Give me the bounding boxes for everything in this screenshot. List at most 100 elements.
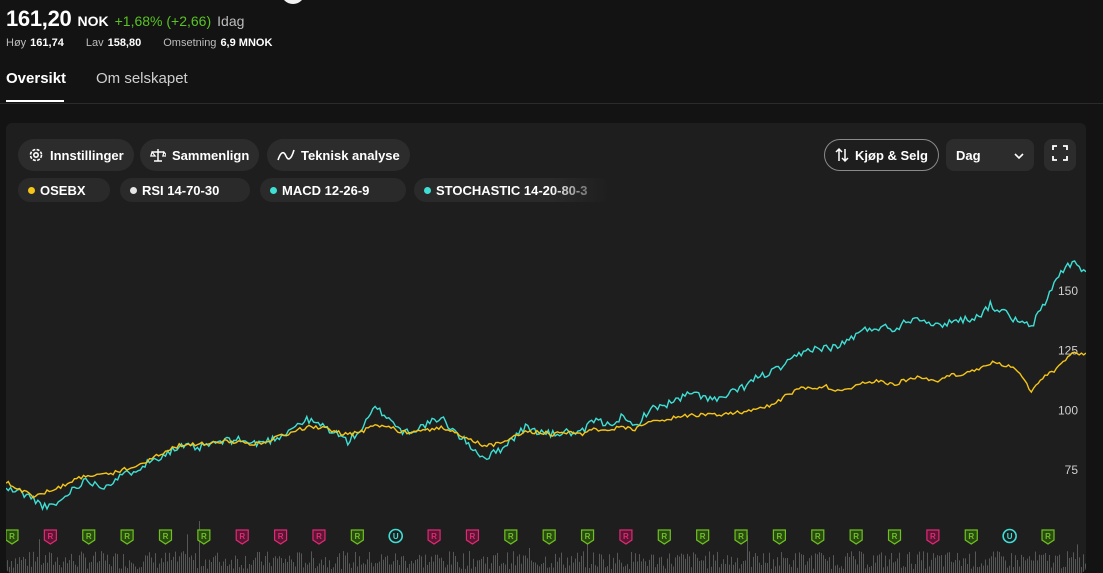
volume-bar	[765, 562, 766, 573]
event-marker-r	[849, 529, 863, 545]
chevron-down-icon	[1014, 148, 1024, 163]
event-marker-r	[158, 529, 173, 545]
volume-bar	[557, 561, 558, 573]
volume-bar	[617, 552, 618, 573]
volume-bar	[277, 558, 278, 573]
volume-bar	[199, 521, 200, 573]
volume-bar	[791, 566, 792, 573]
volume-bar	[471, 568, 472, 573]
volume-bar	[535, 562, 536, 573]
volume-bar	[429, 562, 430, 573]
volume-bar	[633, 561, 634, 573]
volume-bar	[1015, 555, 1016, 573]
volume-bar	[103, 553, 104, 573]
indicator-chip-osebx[interactable]: OSEBX	[18, 178, 110, 202]
currency: NOK	[77, 13, 109, 29]
volume-bar	[729, 564, 730, 573]
volume-bar	[213, 557, 214, 573]
volume-bar	[959, 560, 960, 573]
volume-bar	[541, 564, 542, 573]
volume-bar	[117, 554, 118, 573]
volume-bar	[227, 566, 228, 573]
volume-bar	[645, 561, 646, 573]
volume-bar	[235, 555, 236, 573]
volume-bar	[263, 565, 264, 573]
tab-oversikt[interactable]: Oversikt	[6, 70, 67, 87]
volume-bar	[305, 562, 306, 573]
volume-bar	[567, 557, 568, 573]
volume-bar	[997, 551, 998, 573]
volume-bar	[437, 554, 438, 573]
volume-bar	[895, 561, 896, 573]
indicator-chip-rsi[interactable]: RSI 14-70-30	[120, 178, 250, 202]
event-marker-label: R	[968, 532, 974, 541]
volume-bar	[491, 563, 492, 573]
event-marker-label: R	[239, 532, 245, 541]
period-select[interactable]: Dag	[946, 139, 1034, 171]
volume-bar	[1061, 568, 1062, 573]
volume-bar	[207, 568, 208, 573]
active-tab-indicator	[6, 100, 64, 102]
compare-button[interactable]: Sammenlign	[140, 139, 260, 171]
event-marker-r	[465, 529, 480, 545]
indicator-chip-macd[interactable]: MACD 12-26-9	[260, 178, 406, 202]
event-marker-label: R	[124, 532, 130, 541]
volume-bar	[773, 559, 774, 573]
volume-bar	[413, 563, 414, 573]
volume-bar	[747, 535, 748, 573]
volume-bar	[111, 566, 112, 573]
technical-analysis-button[interactable]: Teknisk analyse	[267, 139, 410, 171]
series-line-osebx	[6, 351, 1086, 499]
fullscreen-button[interactable]	[1044, 139, 1076, 171]
volume-bar	[271, 566, 272, 573]
volume-bar	[275, 556, 276, 573]
volume-bar	[725, 563, 726, 573]
event-marker-r	[964, 529, 978, 545]
event-marker-label: R	[815, 532, 821, 541]
volume-bar	[623, 566, 624, 573]
buy-sell-button[interactable]: Kjøp & Selg	[824, 139, 939, 171]
event-marker-r	[619, 529, 633, 545]
volume-bar	[637, 561, 638, 573]
price: 161,20	[6, 6, 72, 31]
volume-bar	[407, 567, 408, 573]
volume-bar	[953, 562, 954, 573]
volume-bar	[93, 555, 94, 573]
volume-bar	[989, 558, 990, 573]
volume-bar	[295, 566, 296, 573]
volume-bar	[1069, 557, 1070, 573]
volume-bar	[267, 551, 268, 573]
tab-om-selskapet[interactable]: Om selskapet	[96, 70, 188, 87]
volume-bar	[75, 564, 76, 573]
indicator-chip-stochastic[interactable]: STOCHASTIC 14-20-80-3	[414, 178, 610, 202]
settings-button[interactable]: Innstillinger	[18, 139, 134, 171]
volume-bar	[67, 563, 68, 573]
volume-bar	[445, 567, 446, 573]
volume-bar	[547, 567, 548, 573]
volume-bar	[841, 566, 842, 573]
volume-bar	[153, 562, 154, 573]
event-marker-u	[1002, 528, 1017, 544]
volume-bar	[519, 554, 520, 573]
volume-bar	[897, 558, 898, 573]
event-marker-r	[82, 529, 96, 545]
volume-bar	[327, 567, 328, 573]
avatar[interactable]	[281, 0, 305, 4]
volume-bar	[713, 554, 714, 573]
volume-bar	[589, 567, 590, 573]
osebx-dot-icon	[28, 186, 35, 194]
volume-bar	[253, 560, 254, 573]
volume-bar	[757, 555, 758, 573]
event-marker-label: R	[892, 532, 898, 541]
volume-bar	[225, 558, 226, 573]
volume-bar	[351, 567, 352, 573]
volume-bar	[181, 552, 182, 573]
volume-bar	[981, 563, 982, 573]
volume-bar	[51, 553, 52, 573]
volume-bar	[243, 568, 244, 573]
event-marker-label: R	[738, 532, 744, 541]
volume-bar	[461, 568, 462, 573]
volume-bar	[681, 553, 682, 573]
volume-bar	[563, 564, 564, 573]
volume-bar	[573, 562, 574, 573]
